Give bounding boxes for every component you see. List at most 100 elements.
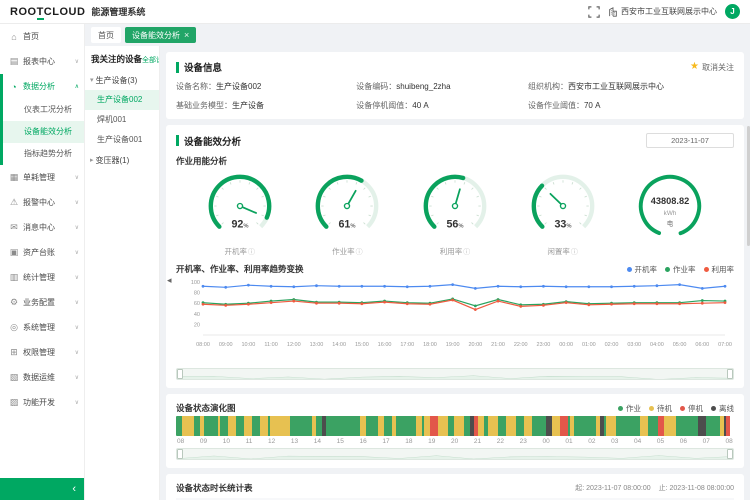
duration-table-header: 设备状态时长统计表 起: 2023-11-07 08:00:00 止: 2023… — [176, 482, 734, 494]
sidebar-item-label: 业务配置 — [23, 297, 71, 308]
sidebar-item-8[interactable]: ⚙业务配置∨ — [3, 290, 84, 315]
chevron-up-icon: ∧ — [75, 83, 79, 90]
status-segment-作业 — [402, 416, 410, 436]
sidebar-item-label: 系统管理 — [23, 322, 71, 333]
datazoom-handle-right[interactable] — [727, 369, 733, 379]
device-group-0[interactable]: ▾生产设备(3) — [85, 70, 159, 90]
tabbar: 首页设备能效分析× — [85, 24, 750, 46]
alarm-icon: ⚠ — [9, 197, 19, 208]
org-switcher[interactable]: 西安市工业互联网展示中心 — [608, 6, 717, 17]
gauge-energy: 43808.82kWh电 — [618, 171, 722, 248]
caret-down-icon: ▾ — [90, 76, 94, 84]
sidebar-item-7[interactable]: ▥统计管理∨ — [3, 265, 84, 290]
legend-item-停机[interactable]: 停机 — [680, 403, 703, 414]
tab-0[interactable]: 首页 — [91, 27, 121, 43]
carousel-prev-icon[interactable]: ◂ — [167, 275, 172, 286]
info-icon[interactable]: ⓘ — [356, 249, 363, 256]
status-axis-label: 10 — [223, 438, 230, 445]
status-datazoom — [176, 448, 734, 460]
sidebar-group-2: ◔数据分析∧仪表工况分析设备能效分析指标趋势分析 — [0, 74, 84, 165]
sidebar-item-3[interactable]: ▦单耗管理∨ — [3, 165, 84, 190]
info-field-label: 设备作业阈值： — [528, 101, 584, 110]
info-field-4: 设备停机阈值：40 A — [356, 100, 528, 111]
gauge-label: 利用率ⓘ — [403, 246, 507, 257]
trend-chart[interactable]: 2040608010008:0009:0010:0011:0012:0013:0… — [176, 277, 734, 366]
sidebar-item-10[interactable]: ⊞权限管理∨ — [3, 340, 84, 365]
device-item-0-2[interactable]: 生产设备001 — [85, 130, 159, 150]
legend-item-作业率[interactable]: 作业率 — [665, 264, 696, 275]
status-timeline[interactable] — [176, 416, 734, 436]
gauge-作业率: 61%作业率ⓘ — [295, 171, 399, 257]
info-icon[interactable]: ⓘ — [463, 249, 470, 256]
datazoom-handle-left[interactable] — [177, 369, 183, 379]
status-segment-停机 — [560, 416, 568, 436]
sidebar-item-9[interactable]: ◎系统管理∨ — [3, 315, 84, 340]
device-tree: ▾生产设备(3)生产设备002焊机001生产设备001▸变压器(1) — [85, 70, 159, 170]
svg-text:09:00: 09:00 — [219, 342, 233, 348]
legend-item-离线[interactable]: 离线 — [711, 403, 734, 414]
chevron-down-icon: ∨ — [75, 374, 79, 381]
legend-label: 停机 — [688, 403, 703, 414]
svg-text:11:00: 11:00 — [264, 342, 277, 348]
efficiency-card: 设备能效分析 2023-11-07 作业用能分析 92%开机率ⓘ61%作业率ⓘ5… — [166, 125, 744, 388]
sidebar-item-4[interactable]: ⚠报警中心∨ — [3, 190, 84, 215]
datazoom-handle-right[interactable] — [727, 449, 733, 459]
trend-datazoom — [176, 368, 734, 380]
info-field-label: 设备编码： — [356, 82, 396, 91]
legend-item-利用率[interactable]: 利用率 — [704, 264, 735, 275]
sidebar-item-1[interactable]: ▤报表中心∨ — [3, 49, 84, 74]
sidebar-item-2[interactable]: ◔数据分析∧ — [3, 74, 84, 99]
device-item-0-1[interactable]: 焊机001 — [85, 110, 159, 130]
dataops-icon: ▧ — [9, 372, 19, 383]
datazoom-handle-left[interactable] — [177, 449, 183, 459]
avatar[interactable]: J — [725, 4, 740, 19]
content-inner: 我关注的设备 全部设备 ▾生产设备(3)生产设备002焊机001生产设备001▸… — [85, 46, 750, 500]
sidebar-group-4: ⚠报警中心∨ — [0, 190, 84, 215]
sidebar-subitem-2-1[interactable]: 设备能效分析 — [3, 121, 84, 143]
gauge-利用率: 56%利用率ⓘ — [403, 171, 507, 257]
sidebar-subitem-2-0[interactable]: 仪表工况分析 — [3, 99, 84, 121]
chevron-down-icon: ∨ — [75, 174, 79, 181]
info-field-value: 西安市工业互联网展示中心 — [568, 82, 664, 91]
status-segment-停机 — [726, 416, 730, 436]
efficiency-header: 设备能效分析 2023-11-07 — [176, 133, 734, 148]
status-segment-作业 — [384, 416, 392, 436]
close-icon[interactable]: × — [184, 31, 189, 40]
unfollow-label: 取消关注 — [702, 62, 734, 73]
info-field-5: 设备作业阈值：70 A — [528, 100, 734, 111]
svg-text:12:00: 12:00 — [287, 342, 301, 348]
svg-text:22:00: 22:00 — [514, 342, 528, 348]
legend-label: 离线 — [719, 403, 734, 414]
sidebar-item-5[interactable]: ✉消息中心∨ — [3, 215, 84, 240]
device-item-0-0[interactable]: 生产设备002 — [85, 90, 159, 110]
svg-text:06:00: 06:00 — [695, 342, 709, 348]
datazoom-slider[interactable] — [176, 448, 734, 460]
sidebar-item-0[interactable]: ⌂首页 — [3, 24, 84, 49]
device-group-1[interactable]: ▸变压器(1) — [85, 150, 159, 170]
device-panel-title: 我关注的设备 — [91, 53, 142, 65]
legend-item-开机率[interactable]: 开机率 — [627, 264, 658, 275]
datazoom-slider[interactable] — [176, 368, 734, 380]
sidebar-subitem-2-2[interactable]: 指标趋势分析 — [3, 143, 84, 165]
legend-item-作业[interactable]: 作业 — [618, 403, 641, 414]
fullscreen-icon[interactable] — [588, 6, 600, 18]
sidebar-item-6[interactable]: ▣资产台账∨ — [3, 240, 84, 265]
info-icon[interactable]: ⓘ — [571, 249, 578, 256]
sidebar-item-11[interactable]: ▧数据运维∨ — [3, 365, 84, 390]
info-field-value: 生产设备002 — [216, 82, 261, 91]
date-picker[interactable]: 2023-11-07 — [646, 133, 734, 148]
sidebar-collapse-button[interactable]: ‹ — [0, 478, 85, 500]
legend-dot-icon — [627, 267, 632, 272]
sidebar-item-12[interactable]: ▨功能开发∨ — [3, 390, 84, 415]
unfollow-button[interactable]: ★ 取消关注 — [690, 62, 734, 73]
sidebar-item-label: 资产台账 — [23, 247, 71, 258]
all-devices-link[interactable]: 全部设备 — [142, 55, 160, 65]
svg-text:电: 电 — [667, 218, 674, 227]
sidebar-item-label: 报警中心 — [23, 197, 71, 208]
legend-item-待机[interactable]: 待机 — [649, 403, 672, 414]
legend-dot-icon — [711, 406, 716, 411]
tab-1[interactable]: 设备能效分析× — [125, 27, 196, 43]
info-icon[interactable]: ⓘ — [248, 249, 255, 256]
status-axis-label: 16 — [360, 438, 367, 445]
status-segment-待机 — [454, 416, 462, 436]
